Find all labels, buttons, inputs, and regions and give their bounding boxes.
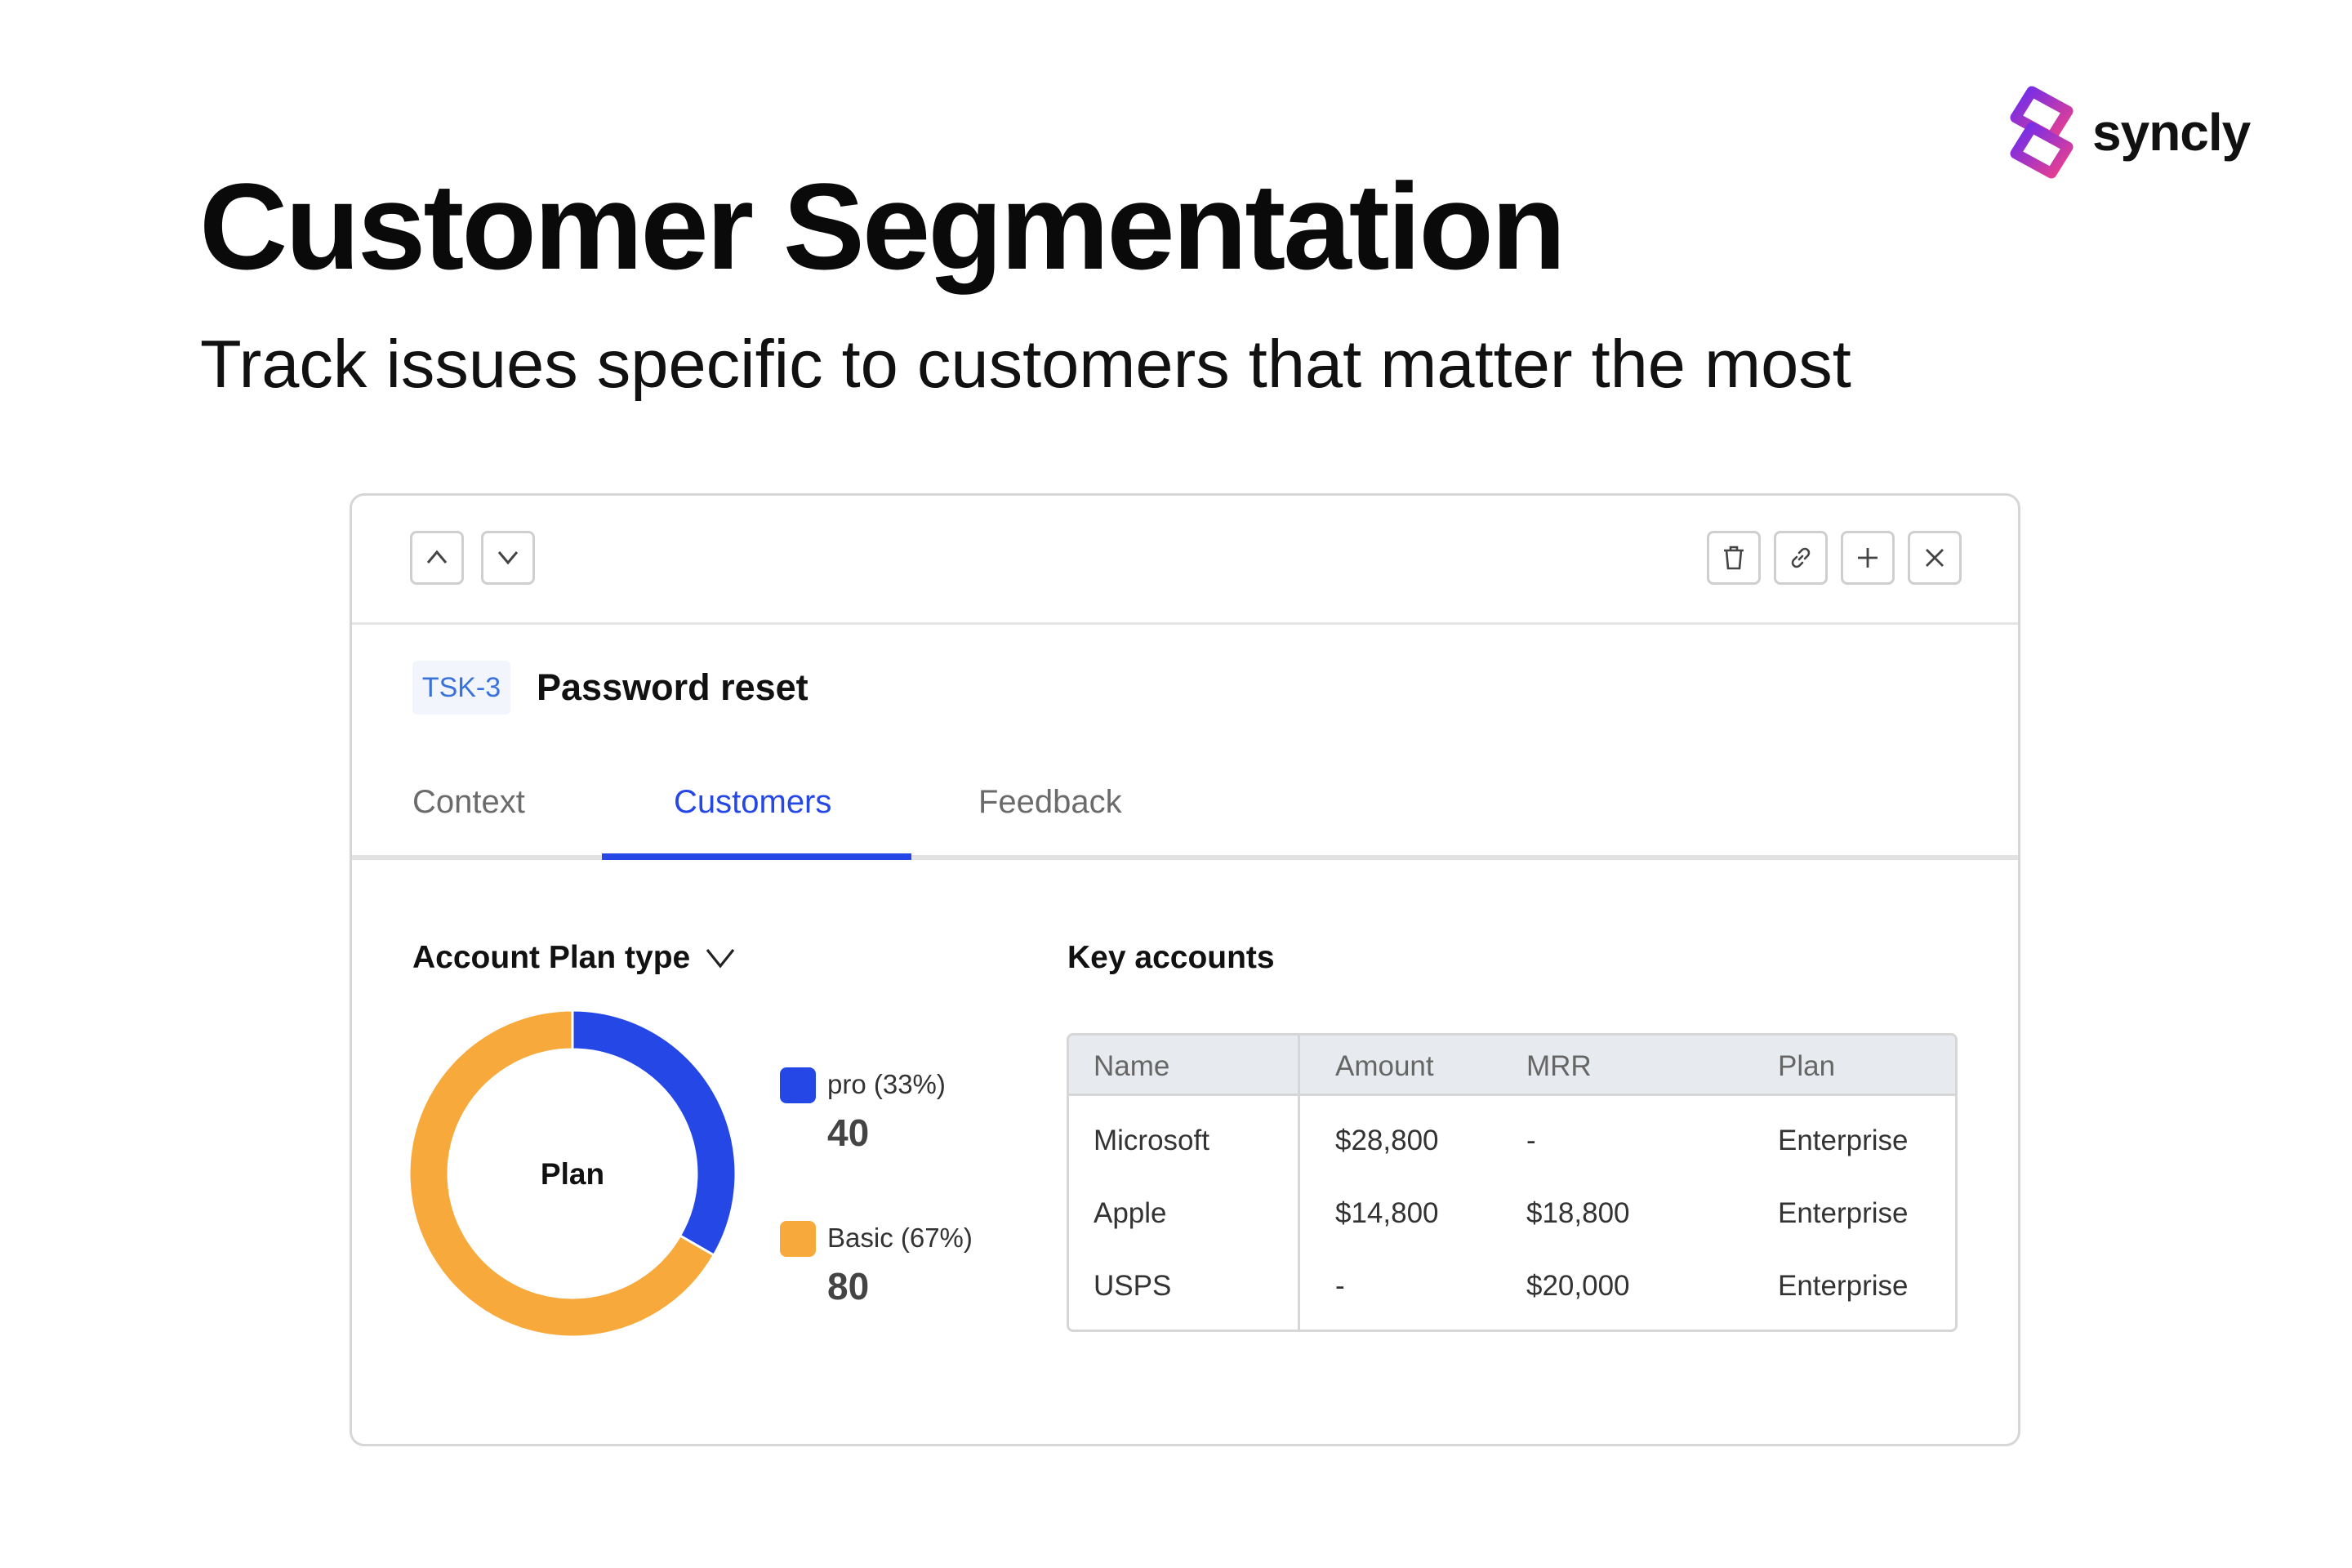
tab-context[interactable]: Context — [412, 784, 525, 820]
add-button[interactable] — [1841, 531, 1895, 585]
donut-center-label: Plan — [541, 1157, 604, 1191]
syncly-logo-icon — [2010, 86, 2074, 179]
task-title: Password reset — [537, 666, 808, 708]
table-cell-name: Microsoft — [1094, 1125, 1209, 1156]
table-cell-plan: Enterprise — [1778, 1270, 1909, 1302]
plan-donut-chart: Plan — [409, 1010, 736, 1337]
table-cell-name: Apple — [1094, 1197, 1167, 1229]
legend-value: 40 — [827, 1111, 870, 1154]
column-divider — [1298, 1036, 1300, 1330]
table-cell-mrr: $20,000 — [1526, 1270, 1630, 1302]
table-header — [1069, 1036, 1955, 1096]
next-button[interactable] — [481, 531, 535, 585]
legend-label: Basic (67%) — [827, 1223, 973, 1253]
column-header-amount[interactable]: Amount — [1335, 1050, 1434, 1082]
close-button[interactable] — [1908, 531, 1962, 585]
legend-swatch-pro — [780, 1067, 816, 1103]
previous-button[interactable] — [410, 531, 464, 585]
column-header-name[interactable]: Name — [1094, 1050, 1170, 1082]
chevron-down-icon — [497, 551, 519, 565]
table-cell-name: USPS — [1094, 1270, 1172, 1302]
page-subtitle: Track issues specific to customers that … — [200, 326, 1851, 402]
trash-icon — [1724, 546, 1744, 570]
tab-feedback[interactable]: Feedback — [978, 784, 1122, 820]
delete-button[interactable] — [1707, 531, 1761, 585]
page-title: Customer Segmentation — [199, 158, 1566, 295]
table-cell-amount: - — [1335, 1270, 1345, 1302]
legend-value: 80 — [827, 1265, 870, 1307]
column-header-mrr[interactable]: MRR — [1526, 1050, 1592, 1082]
account-plan-dropdown[interactable]: Account Plan type — [412, 940, 691, 975]
table-cell-amount: $14,800 — [1335, 1197, 1439, 1229]
chevron-down-icon[interactable] — [704, 942, 737, 974]
link-icon — [1791, 547, 1811, 568]
donut-slice-pro — [571, 1010, 736, 1258]
tab-customers[interactable]: Customers — [674, 784, 832, 820]
active-tab-indicator — [602, 853, 911, 860]
legend-swatch-basic — [780, 1221, 816, 1257]
legend-label: pro (33%) — [827, 1069, 946, 1099]
brand-name: syncly — [2092, 103, 2251, 162]
copy-link-button[interactable] — [1774, 531, 1828, 585]
table-cell-mrr: $18,800 — [1526, 1197, 1630, 1229]
close-icon — [1926, 549, 1944, 567]
table-cell-plan: Enterprise — [1778, 1125, 1909, 1156]
table-cell-mrr: - — [1526, 1125, 1536, 1156]
table-cell-plan: Enterprise — [1778, 1197, 1909, 1229]
plus-icon — [1858, 548, 1878, 568]
tabs-divider — [352, 855, 2018, 860]
task-id-badge[interactable]: TSK-3 — [412, 661, 510, 715]
key-accounts-table: Name Amount MRR Plan Microsoft $28,800 -… — [1067, 1033, 1958, 1332]
task-detail-panel: TSK-3 Password reset Context Customers F… — [350, 493, 2020, 1446]
donut-slice-basic — [409, 1010, 716, 1337]
table-cell-amount: $28,800 — [1335, 1125, 1439, 1156]
chevron-up-icon — [426, 550, 448, 564]
key-accounts-title: Key accounts — [1067, 940, 1275, 975]
column-header-plan[interactable]: Plan — [1778, 1050, 1836, 1082]
brand-logo: syncly — [2002, 85, 2251, 180]
panel-toolbar — [352, 496, 2018, 625]
